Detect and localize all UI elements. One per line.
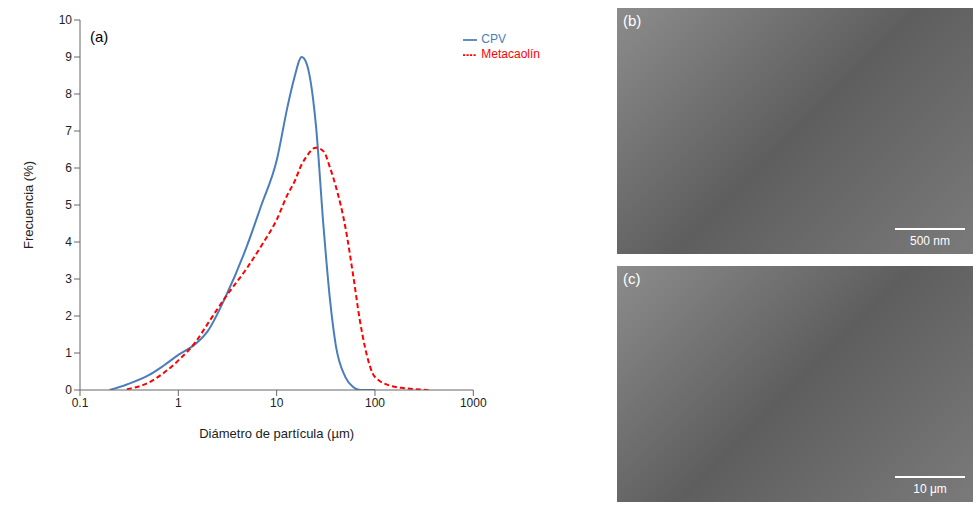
- svg-text:7: 7: [65, 124, 72, 138]
- svg-text:0.1: 0.1: [72, 396, 89, 410]
- svg-text:0: 0: [65, 383, 72, 397]
- html-text:(c): (c): [623, 270, 641, 287]
- svg-text:5: 5: [65, 198, 72, 212]
- html-text:Metacaolín: Metacaolín: [481, 46, 540, 61]
- html-text:(a): (a): [90, 28, 109, 45]
- svg-text:Diámetro de partícula (µm): Diámetro de partícula (µm): [199, 426, 354, 441]
- svg-text:1000: 1000: [460, 396, 487, 410]
- svg-text:1: 1: [65, 346, 72, 360]
- svg-text:4: 4: [65, 235, 72, 249]
- html-text:CPV: CPV: [481, 32, 506, 46]
- svg-text:9: 9: [65, 50, 72, 64]
- html-text:500 nm: 500 nm: [910, 234, 950, 248]
- html-text:10 μm: 10 μm: [913, 482, 947, 496]
- svg-text:10: 10: [59, 13, 73, 27]
- html-text:(b): (b): [623, 12, 642, 29]
- svg-text:1: 1: [175, 396, 182, 410]
- svg-text:2: 2: [65, 309, 72, 323]
- svg-text:3: 3: [65, 272, 72, 286]
- svg-text:8: 8: [65, 87, 72, 101]
- svg-text:Frecuencia (%): Frecuencia (%): [21, 161, 36, 249]
- svg-text:6: 6: [65, 161, 72, 175]
- svg-text:100: 100: [365, 396, 385, 410]
- svg-text:10: 10: [270, 396, 284, 410]
